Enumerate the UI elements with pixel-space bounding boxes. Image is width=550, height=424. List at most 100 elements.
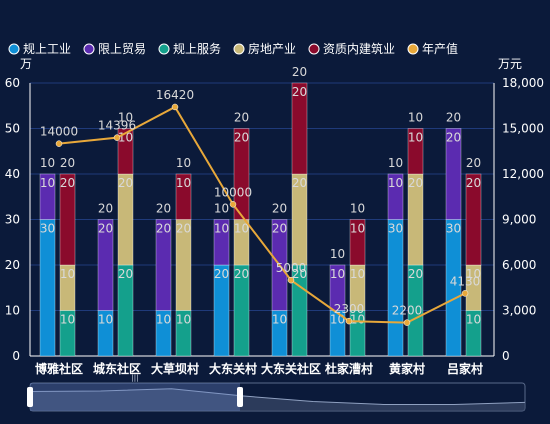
line-point[interactable]: [461, 290, 469, 297]
bar-value-label: 10: [40, 176, 55, 190]
bar-value-label: 10: [214, 222, 229, 236]
zoom-handle-right[interactable]: [237, 387, 243, 407]
bar-top-label: 10: [176, 156, 191, 170]
y-left-tick-label: 0: [12, 349, 20, 363]
y-left-tick-label: 10: [5, 304, 20, 318]
bar-value-label: 10: [330, 267, 345, 281]
line-value-label: 5000: [276, 261, 307, 275]
bar-value-label: 10: [272, 313, 287, 327]
line-series-annual-output: [58, 105, 466, 324]
x-category-label: 大东关社区: [261, 361, 321, 376]
bar-value-label: 20: [408, 267, 423, 281]
bar-value-label: 20: [118, 267, 133, 281]
zoom-handle-left[interactable]: [27, 387, 33, 407]
legend-label: 规上工业: [23, 41, 71, 56]
bar-value-label: 10: [466, 267, 481, 281]
bar-value-label: 10: [60, 267, 75, 281]
bar-value-label: 20: [446, 131, 461, 145]
bar-top-label: 10: [330, 247, 345, 261]
zoom-overview-line: [29, 388, 526, 406]
legend-marker[interactable]: [233, 43, 245, 55]
x-category-label: 大东关村: [209, 361, 257, 376]
bar-value-label: 10: [350, 313, 365, 327]
bar-segment[interactable]: [387, 219, 404, 357]
bar-value-label: 30: [388, 222, 403, 236]
legend-label: 房地产业: [248, 41, 296, 56]
bar-value-label: 10: [98, 313, 113, 327]
legend-label: 年产值: [422, 41, 458, 56]
bar-segment[interactable]: [39, 173, 56, 220]
bar-value-label: 20: [272, 222, 287, 236]
x-category-label: 杜家漕村: [325, 361, 373, 376]
line-value-label: 4130: [450, 274, 481, 288]
bar-segment[interactable]: [407, 128, 424, 175]
bar-segment[interactable]: [233, 128, 250, 220]
zoom-selection-window[interactable]: [30, 383, 240, 411]
line-value-label: 16420: [156, 88, 194, 102]
bar-value-label: 20: [234, 267, 249, 281]
y-left-tick-label: 40: [5, 167, 20, 181]
bar-segment[interactable]: [387, 173, 404, 220]
bar-top-label: 20: [466, 156, 481, 170]
y-left-tick-label: 20: [5, 258, 20, 272]
bar-segment[interactable]: [349, 219, 366, 266]
bar-value-label: 10: [176, 176, 191, 190]
bar-segment[interactable]: [39, 219, 56, 357]
bar-segment[interactable]: [117, 128, 134, 175]
x-category-label: 吕家村: [447, 361, 483, 376]
bar-value-label: 10: [176, 313, 191, 327]
line-value-label: 10000: [214, 185, 252, 199]
bar-value-label: 20: [292, 267, 307, 281]
y-left-tick-label: 60: [5, 76, 20, 90]
bar-segment[interactable]: [59, 173, 76, 266]
line-point[interactable]: [171, 103, 179, 111]
bar-top-label: 20: [446, 111, 461, 125]
line-point[interactable]: [55, 140, 63, 147]
legend-marker[interactable]: [407, 43, 419, 55]
bar-top-label: 10: [350, 202, 365, 216]
bar-value-label: 10: [234, 222, 249, 236]
zoom-overview-area: [30, 388, 525, 411]
legend-marker[interactable]: [83, 43, 95, 55]
bar-value-label: 20: [292, 176, 307, 190]
x-category-label: 城东社区: [93, 361, 141, 376]
line-value-label: 14000: [40, 125, 78, 139]
bar-segment[interactable]: [155, 219, 172, 311]
legend-marker[interactable]: [8, 43, 20, 55]
bar-value-label: 20: [98, 222, 113, 236]
bar-value-label: 20: [466, 176, 481, 190]
bar-value-label: 10: [60, 313, 75, 327]
line-point[interactable]: [287, 276, 295, 284]
bar-segment[interactable]: [445, 128, 462, 220]
bar-value-label: 10: [466, 313, 481, 327]
bar-segment[interactable]: [97, 219, 114, 311]
bar-segment[interactable]: [175, 173, 192, 220]
bar-segment[interactable]: [213, 219, 230, 266]
line-point[interactable]: [345, 317, 353, 325]
legend-label: 规上服务: [173, 41, 221, 56]
bar-value-label: 10: [388, 176, 403, 190]
bar-top-label: 20: [60, 156, 75, 170]
y-left-tick-label: 50: [5, 122, 20, 136]
line-point[interactable]: [403, 319, 411, 326]
bar-segment[interactable]: [329, 264, 346, 311]
y-left-axis-label: 万: [20, 57, 32, 71]
y-right-tick-label: 12,000: [502, 167, 544, 181]
y-right-tick-label: 15,000: [502, 122, 544, 136]
bar-segment[interactable]: [291, 82, 308, 175]
bar-value-label: 10: [156, 313, 171, 327]
bar-top-label: 20: [272, 202, 287, 216]
x-category-label: 博雅社区: [35, 361, 83, 376]
bar-value-label: 10: [350, 222, 365, 236]
bar-segment[interactable]: [465, 173, 482, 266]
y-right-tick-label: 0: [502, 349, 510, 363]
bar-top-label: 20: [234, 111, 249, 125]
line-point[interactable]: [229, 201, 237, 208]
bar-value-label: 20: [234, 131, 249, 145]
legend-marker[interactable]: [158, 43, 170, 55]
line-point[interactable]: [113, 134, 121, 141]
legend-marker[interactable]: [308, 43, 320, 55]
bar-value-label: 20: [292, 85, 307, 99]
bar-value-label: 20: [176, 222, 191, 236]
